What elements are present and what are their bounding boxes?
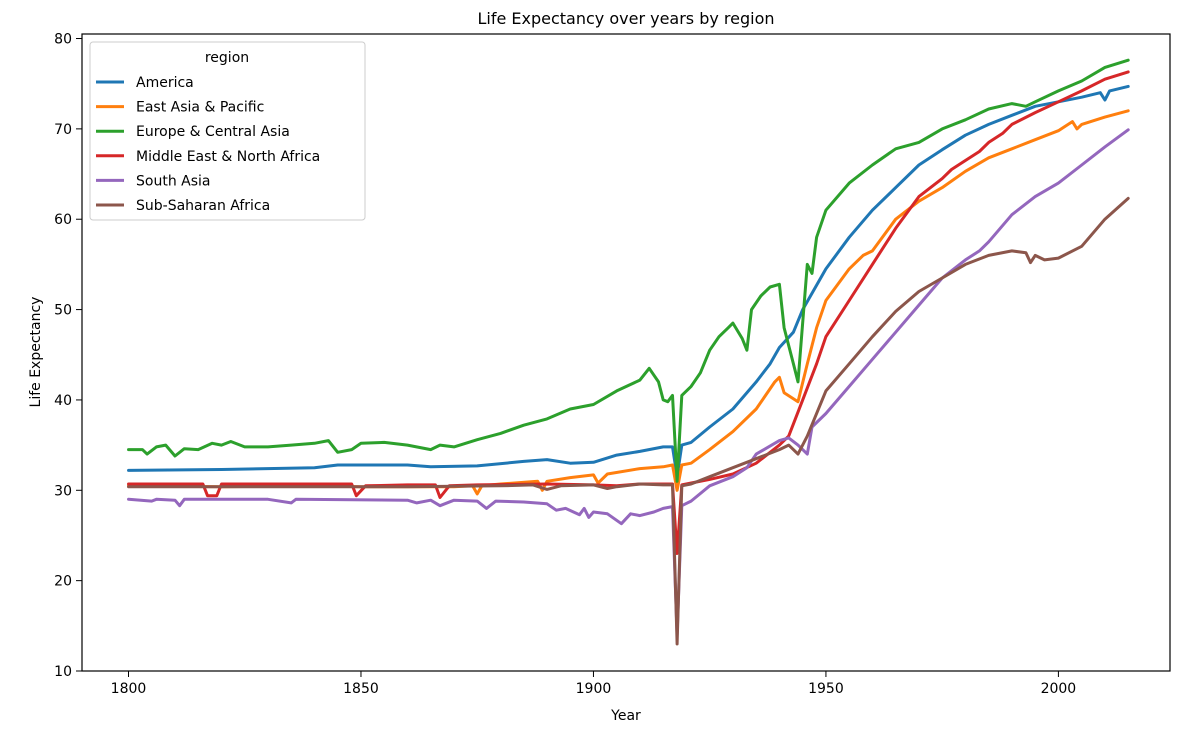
y-tick-label: 80 [54, 32, 72, 48]
legend-title: region [205, 50, 249, 66]
legend-label-middle-east-north-africa: Middle East & North Africa [136, 149, 320, 165]
legend-items: America East Asia & Pacific Europe & Centr… [96, 75, 320, 214]
y-tick-label: 70 [54, 122, 72, 138]
legend: region America East Asia & Pacific Europe … [89, 41, 366, 221]
y-axis: 10 20 30 40 50 60 70 80 [54, 32, 82, 680]
legend-label-south-asia: South Asia [136, 173, 210, 189]
x-axis-title: Year [610, 708, 641, 724]
legend-label-europe-central-asia: Europe & Central Asia [136, 124, 290, 140]
chart-title: Life Expectancy over years by region [477, 9, 774, 28]
x-tick-label: 2000 [1041, 681, 1077, 697]
y-tick-label: 50 [54, 303, 72, 319]
x-tick-label: 1850 [343, 681, 379, 697]
plot-area [81, 33, 1171, 672]
legend-label-east-asia-pacific: East Asia & Pacific [136, 100, 264, 116]
series-line-middle-east-north-africa [127, 70, 1130, 555]
y-tick-label: 20 [54, 574, 72, 590]
series-line-sub-saharan-africa [127, 196, 1130, 646]
legend-label-sub-saharan-africa: Sub-Saharan Africa [136, 198, 270, 214]
y-tick-label: 10 [54, 664, 72, 680]
y-tick-label: 40 [54, 393, 72, 409]
y-tick-label: 60 [54, 212, 72, 228]
x-tick-label: 1950 [808, 681, 844, 697]
y-axis-title: Life Expectancy [28, 297, 44, 408]
y-tick-label: 30 [54, 483, 72, 499]
x-tick-label: 1800 [111, 681, 147, 697]
x-axis: 1800 1850 1900 1950 2000 [111, 671, 1077, 697]
series-line-europe-central-asia [127, 58, 1130, 483]
legend-label-america: America [136, 75, 194, 91]
legend-box [89, 41, 366, 221]
x-tick-label: 1900 [576, 681, 612, 697]
plot-frame [81, 33, 1171, 672]
series-line-south-asia [127, 128, 1130, 637]
series-line-america [127, 84, 1130, 479]
series-group [127, 58, 1130, 646]
